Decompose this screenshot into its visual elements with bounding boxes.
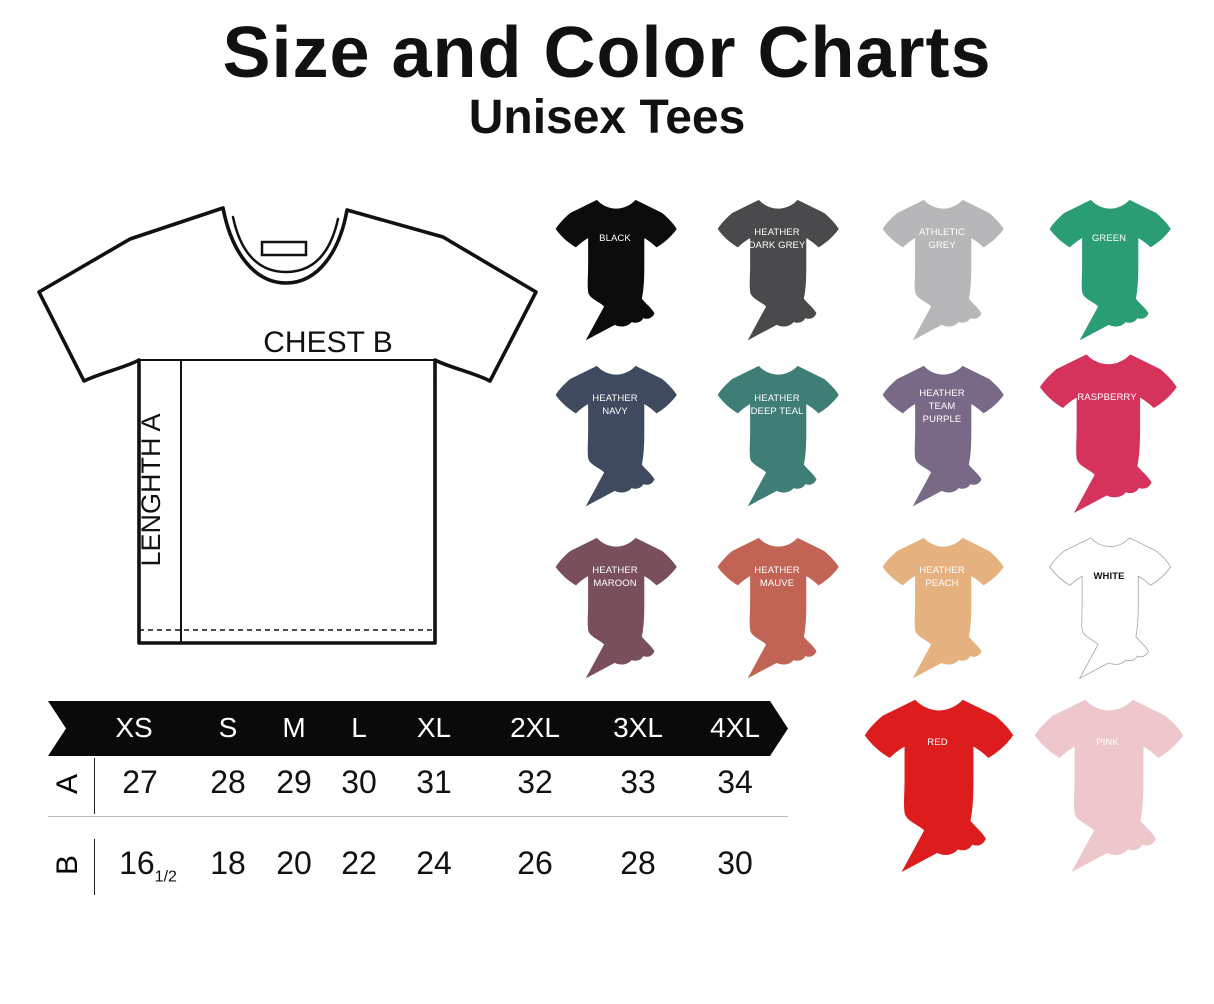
svg-text:CHEST B: CHEST B (263, 326, 392, 359)
svg-text:LENGHTH A: LENGHTH A (136, 413, 166, 566)
